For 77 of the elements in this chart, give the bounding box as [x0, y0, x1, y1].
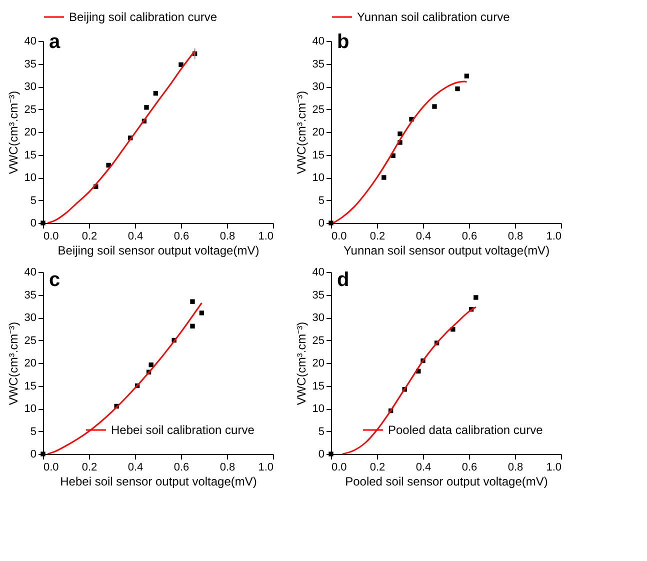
y-tick-label: 30	[312, 81, 324, 93]
chart-title: c	[49, 269, 60, 291]
x-tick-label: 1.0	[258, 462, 274, 474]
y-tick-label: 15	[312, 149, 324, 162]
y-axis-title: VWC(cm³.cm⁻³)	[6, 90, 20, 174]
x-tick-label: 1.0	[258, 230, 274, 242]
y-tick-label: 5	[318, 426, 324, 438]
x-tick-label: 0.2	[370, 230, 386, 242]
y-tick-label: 0	[318, 218, 324, 230]
y-tick-label: 30	[24, 81, 36, 93]
x-tick-label: 0.6	[462, 230, 478, 242]
y-tick-label: 0	[30, 218, 36, 230]
x-tick-label: 0.4	[128, 230, 144, 242]
x-tick-label: 0.4	[128, 462, 144, 474]
x-axis-title: Hebei soil sensor output voltage(mV)	[60, 474, 257, 488]
y-tick-label: 40	[24, 36, 36, 48]
x-axis-title: Pooled soil sensor output voltage(mV)	[345, 474, 548, 488]
x-tick-label: 0.4	[416, 230, 432, 242]
y-tick-label: 30	[312, 312, 324, 324]
x-tick-label: 0.0	[332, 230, 347, 242]
y-tick-label: 10	[24, 403, 36, 415]
legend-label: Pooled data calibration curve	[388, 423, 544, 437]
y-tick-label: 15	[24, 149, 36, 162]
x-tick-label: 0.2	[82, 230, 98, 242]
y-tick-label: 0	[30, 448, 36, 460]
x-tick-label: 1.0	[546, 462, 562, 474]
legend-label: Beijing soil calibration curve	[69, 10, 218, 24]
y-tick-label: 30	[24, 312, 36, 324]
legend-label: Yunnan soil calibration curve	[357, 10, 510, 24]
y-tick-label: 25	[24, 104, 36, 116]
y-tick-label: 20	[312, 358, 324, 370]
x-tick-label: 0.4	[416, 462, 432, 474]
y-tick-label: 25	[24, 334, 36, 347]
x-tick-label: 0.8	[220, 462, 236, 474]
y-tick-label: 20	[312, 126, 324, 138]
x-axis-title: Yunnan soil sensor output voltage(mV)	[343, 244, 550, 258]
y-tick-label: 15	[24, 380, 36, 392]
y-tick-label: 35	[24, 289, 36, 302]
x-tick-label: 0.8	[220, 230, 236, 242]
chart-title: b	[337, 31, 350, 53]
x-tick-label: 0.0	[332, 462, 347, 474]
chart-title: a	[49, 31, 61, 53]
x-tick-label: 0.6	[174, 230, 190, 242]
y-tick-label: 35	[312, 289, 324, 302]
x-tick-label: 0.6	[462, 462, 478, 474]
x-tick-label: 0.0	[44, 230, 59, 242]
legend-label: Hebei soil calibration curve	[111, 423, 255, 437]
y-axis-title: VWC(cm³.cm⁻³)	[294, 90, 308, 174]
y-tick-label: 0	[318, 448, 324, 460]
y-axis-title: VWC(cm³.cm⁻³)	[294, 322, 308, 406]
y-tick-label: 5	[30, 194, 36, 207]
line-series	[46, 50, 196, 224]
y-tick-label: 40	[24, 266, 36, 278]
y-tick-label: 5	[318, 194, 324, 207]
y-tick-label: 10	[312, 172, 324, 184]
y-tick-label: 20	[24, 358, 36, 370]
y-tick-label: 25	[312, 334, 324, 347]
x-tick-label: 1.0	[546, 230, 562, 242]
chart-title: d	[337, 269, 350, 291]
x-tick-label: 0.0	[44, 462, 59, 474]
x-tick-label: 0.8	[508, 230, 524, 242]
y-tick-label: 10	[24, 172, 36, 184]
y-tick-label: 35	[24, 58, 36, 70]
y-tick-label: 25	[312, 104, 324, 116]
y-tick-label: 40	[312, 36, 324, 48]
y-tick-label: 10	[312, 403, 324, 415]
y-tick-label: 15	[312, 380, 324, 392]
x-axis-title: Beijing soil sensor output voltage(mV)	[58, 244, 260, 258]
y-tick-label: 35	[312, 58, 324, 70]
x-tick-label: 0.8	[508, 462, 524, 474]
y-axis-title: VWC(cm³.cm⁻³)	[6, 322, 20, 406]
y-tick-label: 20	[24, 126, 36, 138]
x-tick-label: 0.2	[82, 462, 98, 474]
y-tick-label: 40	[312, 266, 324, 278]
x-tick-label: 0.6	[174, 462, 190, 474]
y-tick-label: 5	[30, 426, 36, 438]
x-tick-label: 0.2	[370, 462, 386, 474]
